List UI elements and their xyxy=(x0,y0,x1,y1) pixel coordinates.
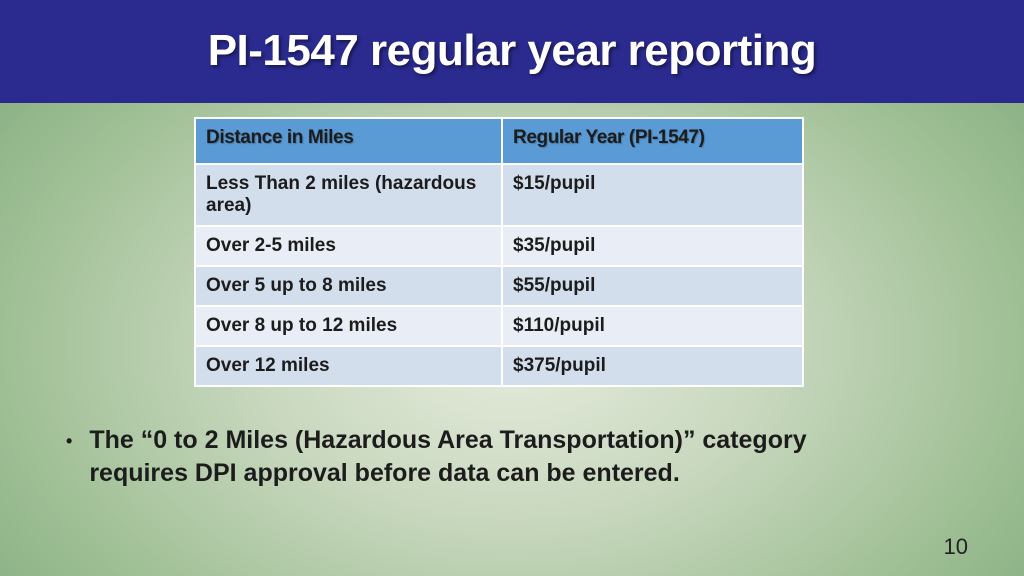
column-header-distance: Distance in Miles xyxy=(194,117,503,165)
bullet-marker: • xyxy=(66,431,73,451)
distance-cell: Over 12 miles xyxy=(194,345,503,387)
column-header-regular-year: Regular Year (PI-1547) xyxy=(501,117,804,165)
bullet-text: The “0 to 2 Miles (Hazardous Area Transp… xyxy=(89,426,807,487)
bullet-point: • The “0 to 2 Miles (Hazardous Area Tran… xyxy=(66,424,896,490)
table-header-row: Distance in Miles Regular Year (PI-1547) xyxy=(194,117,804,165)
rate-cell: $110/pupil xyxy=(501,305,804,347)
distance-cell: Over 8 up to 12 miles xyxy=(194,305,503,347)
page-number: 10 xyxy=(943,534,968,559)
title-bar: PI-1547 regular year reporting xyxy=(0,0,1024,103)
table-row: Over 8 up to 12 miles $110/pupil xyxy=(194,305,804,347)
distance-cell: Over 5 up to 8 miles xyxy=(194,265,503,307)
rate-cell: $15/pupil xyxy=(501,163,804,227)
distance-cell: Over 2-5 miles xyxy=(194,225,503,267)
rate-cell: $55/pupil xyxy=(501,265,804,307)
distance-cell: Less Than 2 miles (hazardous area) xyxy=(194,163,503,227)
rate-cell: $35/pupil xyxy=(501,225,804,267)
rates-table: Distance in Miles Regular Year (PI-1547)… xyxy=(194,117,804,387)
rate-cell: $375/pupil xyxy=(501,345,804,387)
slide-title: PI-1547 regular year reporting xyxy=(207,26,817,75)
table-row: Over 12 miles $375/pupil xyxy=(194,345,804,387)
table-row: Over 5 up to 8 miles $55/pupil xyxy=(194,265,804,307)
table-row: Less Than 2 miles (hazardous area) $15/p… xyxy=(194,163,804,227)
table-row: Over 2-5 miles $35/pupil xyxy=(194,225,804,267)
